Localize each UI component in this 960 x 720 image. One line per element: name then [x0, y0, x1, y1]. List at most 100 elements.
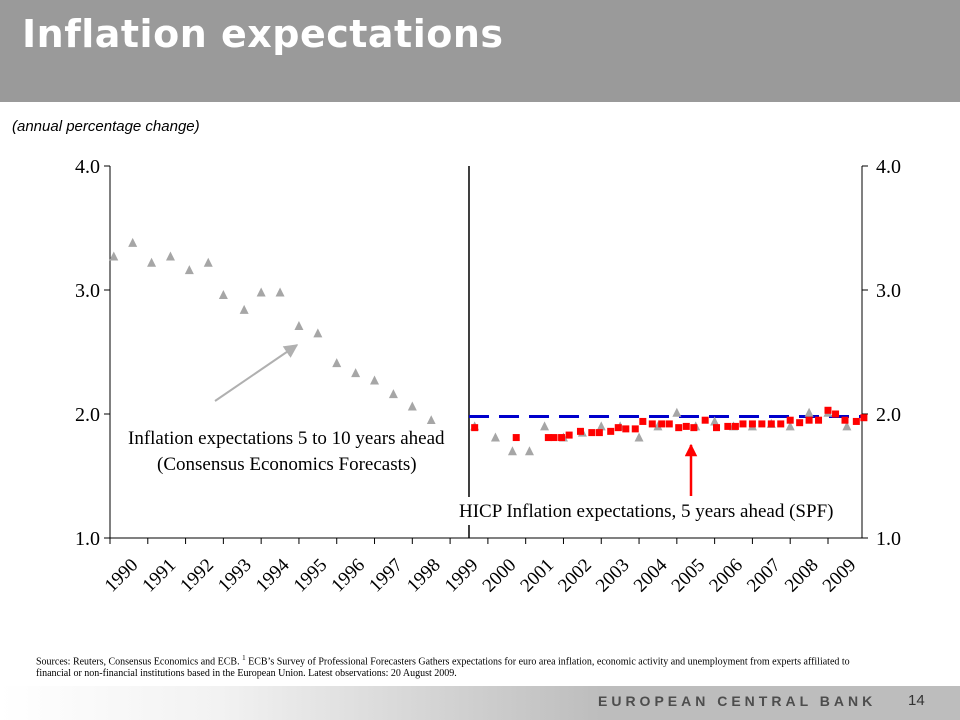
y-tick-label-right: 4.0: [876, 156, 901, 178]
consensus-point: [294, 320, 304, 330]
consensus-point: [147, 257, 157, 267]
consensus-label-line2: (Consensus Economics Forecasts): [157, 454, 417, 475]
consensus-point: [332, 358, 342, 368]
spf-point: [767, 420, 775, 428]
spf-label-box: [455, 497, 857, 525]
spf-point: [682, 422, 690, 430]
spf-point: [860, 414, 868, 422]
y-tick-label-right: 3.0: [876, 280, 901, 302]
consensus-point: [239, 304, 249, 314]
footnote-mark: 1: [242, 654, 246, 662]
consensus-point: [184, 265, 194, 275]
spf-point: [658, 420, 666, 428]
footer-bar: EUROPEAN CENTRAL BANK 14: [0, 686, 960, 720]
spf-point: [607, 427, 615, 435]
consensus-point: [313, 328, 323, 338]
consensus-point: [540, 421, 550, 431]
consensus-point: [490, 432, 500, 442]
x-tick-label: 2007: [743, 555, 785, 597]
consensus-point: [351, 368, 361, 378]
spf-point: [588, 429, 596, 437]
spf-point: [724, 422, 732, 430]
sources-note: Sources: Reuters, Consensus Economics an…: [36, 652, 876, 680]
spf-point: [731, 422, 739, 430]
consensus-point: [596, 421, 606, 431]
x-tick-label: 2002: [554, 555, 596, 597]
x-tick-label: 1996: [327, 555, 369, 597]
spf-point: [614, 424, 622, 432]
consensus-point: [507, 446, 517, 456]
consensus-point: [653, 421, 663, 431]
x-tick-label: 1991: [138, 555, 180, 597]
consensus-point: [388, 389, 398, 399]
spf-point: [576, 427, 584, 435]
consensus-point: [524, 446, 534, 456]
consensus-point: [785, 421, 795, 431]
spf-point: [512, 434, 520, 442]
ecb-wordmark: EUROPEAN CENTRAL BANK: [598, 693, 877, 709]
consensus-point: [256, 287, 266, 297]
x-tick-label: 1998: [403, 555, 445, 597]
spf-point: [565, 431, 573, 439]
x-tick-label: 1992: [176, 555, 218, 597]
consensus-point: [218, 289, 228, 299]
spf-point: [832, 410, 840, 418]
x-tick-label: 2000: [479, 555, 521, 597]
spf-point: [544, 434, 552, 442]
spf-point: [805, 416, 813, 424]
x-tick-label: 2004: [630, 554, 672, 596]
x-tick-label: 1990: [101, 555, 143, 597]
consensus-point: [804, 407, 814, 417]
page-number: 14: [908, 692, 925, 709]
spf-point: [701, 416, 709, 424]
consensus-point: [109, 251, 119, 261]
consensus-point: [426, 415, 436, 425]
consensus-point: [407, 401, 417, 411]
spf-point: [639, 417, 647, 425]
spf-point: [796, 419, 804, 427]
spf-point: [786, 416, 794, 424]
spf-point: [665, 420, 673, 428]
x-tick-label: 2001: [516, 555, 558, 597]
spf-point: [824, 406, 832, 414]
consensus-point: [275, 287, 285, 297]
consensus-point: [634, 432, 644, 442]
y-tick-label-left: 3.0: [75, 280, 100, 302]
x-tick-label: 1993: [214, 555, 256, 597]
footnote-text: ECB’s Survey of Professional Forecasters…: [36, 656, 850, 680]
x-tick-label: 2003: [592, 555, 634, 597]
spf-point: [675, 424, 683, 432]
spf-point: [648, 420, 656, 428]
x-tick-label: 1994: [252, 554, 294, 596]
spf-point: [713, 424, 721, 432]
spf-point: [758, 420, 766, 428]
x-tick-label: 1995: [290, 555, 332, 597]
x-tick-label: 2009: [819, 555, 861, 597]
x-tick-label: 1997: [365, 555, 407, 597]
y-tick-label-left: 2.0: [75, 404, 100, 426]
inflation-chart: 1.02.03.04.0 1.02.03.04.0 19901991199219…: [75, 156, 901, 597]
consensus-label-line1: Inflation expectations 5 to 10 years ahe…: [128, 428, 445, 449]
spf-label: HICP Inflation expectations, 5 years ahe…: [459, 501, 833, 522]
spf-point: [852, 417, 860, 425]
spf-point: [690, 424, 698, 432]
spf-point: [595, 429, 603, 437]
y-tick-label-right: 2.0: [876, 404, 901, 426]
consensus-point: [370, 375, 380, 385]
sources-text: Sources: Reuters, Consensus Economics an…: [36, 656, 240, 668]
x-tick-label: 1999: [441, 555, 483, 597]
spf-point: [815, 416, 823, 424]
consensus-point: [710, 416, 720, 426]
spf-point: [550, 434, 558, 442]
x-tick-label: 2005: [668, 555, 710, 597]
spf-point: [631, 425, 639, 433]
consensus-point: [842, 421, 852, 431]
consensus-label-box: [124, 424, 446, 478]
consensus-point: [165, 251, 175, 261]
consensus-point: [672, 407, 682, 417]
x-tick-label: 2008: [781, 555, 823, 597]
title-banner: Inflation expectations: [0, 0, 960, 102]
spf-point: [622, 425, 630, 433]
consensus-point: [128, 237, 138, 247]
spf-point: [748, 420, 756, 428]
